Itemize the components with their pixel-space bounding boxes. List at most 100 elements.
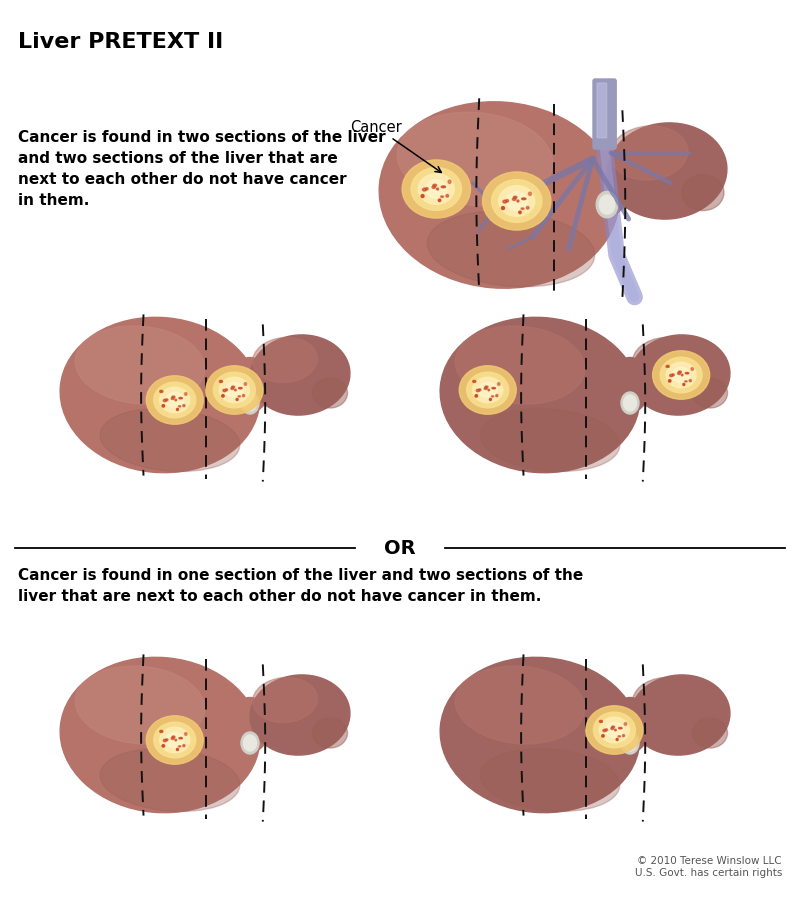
Ellipse shape [498,186,534,216]
Text: Cancer is found in two sections of the liver
and two sections of the liver that : Cancer is found in two sections of the l… [18,130,386,208]
Ellipse shape [219,377,250,402]
Ellipse shape [166,739,168,741]
Ellipse shape [437,188,438,190]
Ellipse shape [219,381,222,383]
Ellipse shape [666,362,696,388]
Ellipse shape [60,317,260,472]
Ellipse shape [185,392,187,395]
Ellipse shape [167,724,182,737]
Ellipse shape [415,181,434,197]
Ellipse shape [472,379,487,392]
Ellipse shape [630,335,730,415]
Ellipse shape [516,198,533,216]
Ellipse shape [162,744,165,747]
Ellipse shape [455,326,585,404]
Ellipse shape [174,397,188,413]
Ellipse shape [241,732,259,754]
Ellipse shape [250,675,350,755]
Ellipse shape [624,723,626,726]
Ellipse shape [614,729,616,731]
Ellipse shape [506,199,509,202]
Ellipse shape [178,406,181,407]
Ellipse shape [633,677,698,723]
Ellipse shape [232,386,234,388]
Ellipse shape [397,112,553,206]
Ellipse shape [506,192,527,210]
Ellipse shape [172,396,175,398]
Ellipse shape [599,720,602,723]
Ellipse shape [513,198,516,200]
Ellipse shape [171,398,174,400]
Ellipse shape [100,749,240,812]
Ellipse shape [491,180,542,223]
Ellipse shape [158,400,173,411]
Ellipse shape [517,200,519,202]
Ellipse shape [583,150,631,216]
Ellipse shape [681,372,694,388]
Ellipse shape [610,357,650,412]
Ellipse shape [234,387,247,402]
Ellipse shape [253,677,318,723]
Ellipse shape [476,390,479,392]
Ellipse shape [459,365,516,414]
Ellipse shape [238,387,242,389]
Ellipse shape [599,195,614,215]
Ellipse shape [514,196,517,198]
Ellipse shape [682,368,700,382]
Ellipse shape [168,741,182,757]
Ellipse shape [526,207,529,209]
Ellipse shape [502,207,505,209]
Ellipse shape [586,706,643,754]
Ellipse shape [683,383,685,385]
FancyBboxPatch shape [593,79,616,149]
Ellipse shape [226,383,243,398]
Ellipse shape [653,351,710,400]
Ellipse shape [438,199,441,202]
Ellipse shape [608,731,621,747]
Ellipse shape [669,380,671,383]
Ellipse shape [160,727,190,753]
Ellipse shape [160,730,163,733]
Ellipse shape [682,174,724,211]
Ellipse shape [163,739,166,742]
Ellipse shape [154,383,196,418]
Ellipse shape [678,373,681,374]
Ellipse shape [597,724,613,736]
Ellipse shape [174,737,188,753]
Ellipse shape [433,184,437,187]
Ellipse shape [487,387,501,402]
Ellipse shape [442,186,446,188]
Ellipse shape [166,392,184,408]
Ellipse shape [630,675,730,755]
Ellipse shape [607,714,622,727]
Ellipse shape [470,383,486,396]
Ellipse shape [618,727,622,729]
Ellipse shape [222,394,224,397]
Ellipse shape [182,744,185,747]
Ellipse shape [665,374,679,386]
Ellipse shape [681,365,698,376]
Ellipse shape [100,409,240,471]
Ellipse shape [206,365,263,414]
Ellipse shape [473,377,502,402]
Ellipse shape [174,390,191,401]
Ellipse shape [411,168,462,210]
Ellipse shape [674,376,688,392]
Ellipse shape [521,208,524,209]
Ellipse shape [418,175,436,190]
Ellipse shape [234,380,251,392]
Ellipse shape [478,383,497,398]
Ellipse shape [177,409,178,410]
Ellipse shape [179,737,182,739]
Ellipse shape [177,748,178,751]
Ellipse shape [623,735,637,751]
Ellipse shape [623,395,637,411]
Ellipse shape [633,338,698,383]
Ellipse shape [663,369,679,381]
Ellipse shape [427,211,594,286]
Ellipse shape [492,387,495,389]
Ellipse shape [485,386,488,388]
Ellipse shape [441,196,443,198]
Ellipse shape [686,373,689,374]
Ellipse shape [159,389,174,401]
